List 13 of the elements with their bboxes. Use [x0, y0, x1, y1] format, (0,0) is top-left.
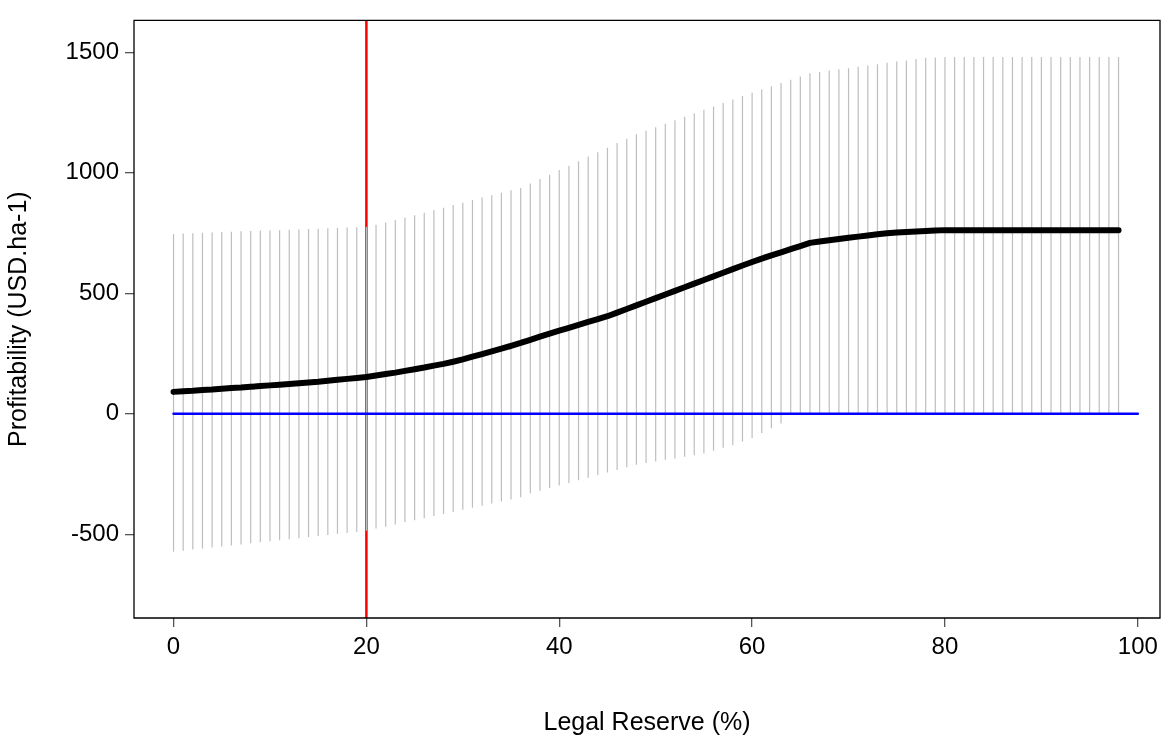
x-tick-label: 100 [1117, 632, 1158, 660]
x-tick-label: 20 [353, 632, 380, 660]
y-tick-label: 500 [78, 277, 119, 305]
y-axis-title: Profitability (USD.ha-1) [2, 191, 31, 448]
y-tick-label: 1000 [65, 157, 119, 185]
x-tick-label: 0 [166, 632, 181, 660]
x-tick-label: 80 [931, 632, 959, 660]
x-axis-title: Legal Reserve (%) [543, 706, 751, 735]
x-tick-label: 60 [738, 632, 766, 660]
y-tick-label: 1500 [65, 36, 119, 64]
y-tick-label: 0 [105, 398, 119, 426]
x-tick-label: 40 [545, 632, 573, 660]
y-tick-label: -500 [70, 518, 119, 546]
